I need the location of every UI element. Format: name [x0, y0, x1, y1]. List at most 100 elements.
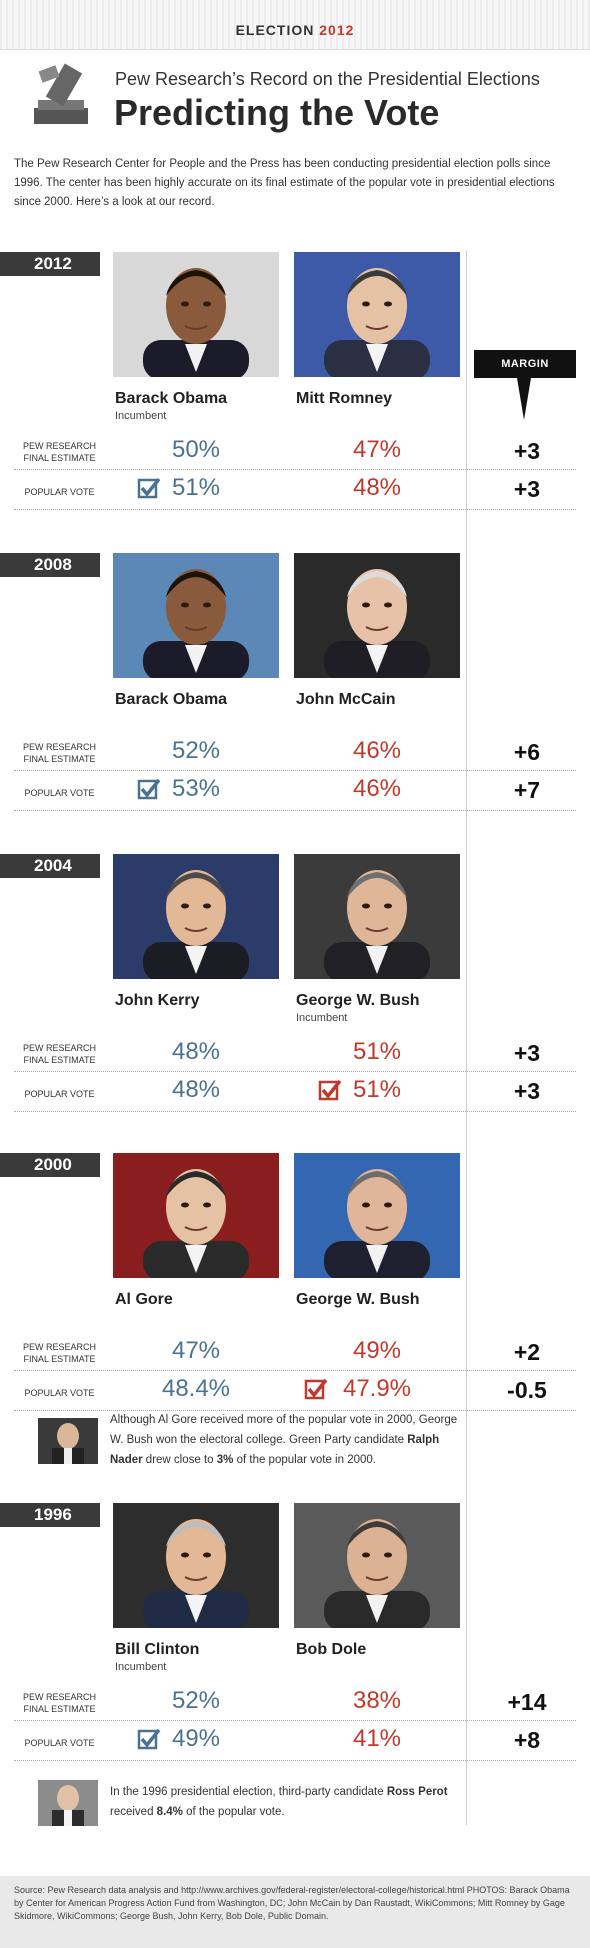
row-divider [14, 1760, 576, 1761]
candidate-name: Al Gore [115, 1291, 173, 1308]
estimate-label-line2: FINAL ESTIMATE [23, 1704, 96, 1714]
estimate-row-label: PEW RESEARCH FINAL ESTIMATE [22, 1042, 97, 1066]
popular-vote-value: 41% [352, 1725, 402, 1752]
row-divider [14, 770, 576, 771]
year-tab-2004: 2004 [0, 854, 100, 878]
row-divider [14, 1410, 576, 1411]
popular-vote-value: 49% [171, 1725, 221, 1752]
candidate-name: John McCain [296, 691, 396, 708]
popular-vote-value: 51% [171, 474, 221, 501]
checkmark-icon [318, 1078, 342, 1102]
candidate-photo [113, 252, 279, 377]
margin-divider [466, 250, 467, 1825]
margin-header: MARGIN [474, 350, 576, 378]
margin-estimate: +3 [513, 438, 541, 464]
margin-popular: -0.5 [507, 1377, 547, 1403]
estimate-value: 47% [171, 1337, 221, 1364]
popular-row-label: POPULAR VOTE [24, 1738, 95, 1748]
checkmark-icon [137, 476, 161, 500]
candidate-name: George W. Bush [296, 992, 420, 1009]
popular-vote-value: 47.9% [342, 1375, 412, 1402]
election-brand: ELECTION 2012 [0, 22, 590, 38]
candidate-photo [294, 553, 460, 678]
year-tab-2000: 2000 [0, 1153, 100, 1177]
margin-estimate: +6 [513, 739, 541, 765]
row-divider [14, 1720, 576, 1721]
estimate-label-line2: FINAL ESTIMATE [23, 754, 96, 764]
estimate-value: 49% [352, 1337, 402, 1364]
margin-estimate: +14 [507, 1689, 547, 1715]
nader-photo [38, 1418, 98, 1464]
election-year: 2012 [319, 22, 355, 38]
estimate-label-line1: PEW RESEARCH [22, 742, 96, 752]
perot-note: In the 1996 presidential election, third… [110, 1786, 448, 1818]
estimate-value: 46% [352, 737, 402, 764]
incumbent-label: Incumbent [115, 1661, 167, 1673]
popular-row-label: POPULAR VOTE [24, 1388, 95, 1398]
intro-text: The Pew Research Center for People and t… [14, 158, 555, 208]
estimate-value: 51% [352, 1038, 402, 1065]
candidate-name: Mitt Romney [296, 390, 392, 407]
margin-popular: +3 [513, 476, 541, 502]
candidate-name: Bill Clinton [115, 1641, 200, 1658]
incumbent-label: Incumbent [296, 1012, 348, 1024]
candidate-name: John Kerry [115, 992, 200, 1009]
popular-vote-value: 48% [352, 474, 402, 501]
row-divider [14, 1370, 576, 1371]
candidate-name: George W. Bush [296, 1291, 420, 1308]
row-divider [14, 509, 576, 510]
estimate-label-line1: PEW RESEARCH [22, 1043, 96, 1053]
estimate-label-line1: PEW RESEARCH [22, 441, 96, 451]
top-banner: ELECTION 2012 [0, 0, 590, 50]
estimate-row-label: PEW RESEARCH FINAL ESTIMATE [22, 1341, 97, 1365]
perot-photo [38, 1780, 98, 1826]
candidate-photo [113, 854, 279, 979]
source-footer: Source: Pew Research data analysis and h… [0, 1876, 590, 1948]
year-tab-2012: 2012 [0, 252, 100, 276]
candidate-photo [294, 252, 460, 377]
candidate-name: Barack Obama [115, 691, 228, 708]
margin-pointer [517, 378, 531, 420]
estimate-value: 52% [171, 737, 221, 764]
popular-vote-value: 48.4% [161, 1375, 231, 1402]
checkmark-icon [304, 1377, 328, 1401]
popular-row-label: POPULAR VOTE [24, 1089, 95, 1099]
row-divider [14, 810, 576, 811]
estimate-value: 52% [171, 1687, 221, 1714]
row-divider [14, 469, 576, 470]
election-label: ELECTION [235, 22, 315, 38]
candidate-photo [113, 553, 279, 678]
popular-vote-value: 46% [352, 775, 402, 802]
checkmark-icon [137, 777, 161, 801]
estimate-label-line2: FINAL ESTIMATE [23, 453, 96, 463]
ballot-box-icon [34, 63, 88, 124]
candidate-name: Bob Dole [296, 1641, 367, 1658]
popular-row-label: POPULAR VOTE [24, 788, 95, 798]
popular-row-label: POPULAR VOTE [24, 487, 95, 497]
popular-vote-value: 51% [352, 1076, 402, 1103]
incumbent-label: Incumbent [115, 410, 167, 422]
candidate-name: Barack Obama [115, 390, 228, 407]
margin-popular: +7 [513, 777, 541, 803]
estimate-label-line2: FINAL ESTIMATE [23, 1354, 96, 1364]
page-subtitle: Pew Research’s Record on the Presidentia… [115, 69, 540, 89]
margin-popular: +8 [513, 1727, 541, 1753]
estimate-value: 48% [171, 1038, 221, 1065]
candidate-photo [294, 1503, 460, 1628]
year-tab-2008: 2008 [0, 553, 100, 577]
estimate-value: 50% [171, 436, 221, 463]
row-divider [14, 1111, 576, 1112]
candidate-photo [294, 854, 460, 979]
row-divider [14, 1071, 576, 1072]
popular-vote-value: 48% [171, 1076, 221, 1103]
candidate-photo [113, 1153, 279, 1278]
estimate-label-line1: PEW RESEARCH [22, 1692, 96, 1702]
candidate-photo [113, 1503, 279, 1628]
year-tab-1996: 1996 [0, 1503, 100, 1527]
estimate-value: 38% [352, 1687, 402, 1714]
margin-estimate: +2 [513, 1339, 541, 1365]
page-title: Predicting the Vote [114, 92, 440, 133]
source-text: Source: Pew Research data analysis and h… [14, 1885, 570, 1921]
estimate-row-label: PEW RESEARCH FINAL ESTIMATE [22, 741, 97, 765]
candidate-photo [294, 1153, 460, 1278]
